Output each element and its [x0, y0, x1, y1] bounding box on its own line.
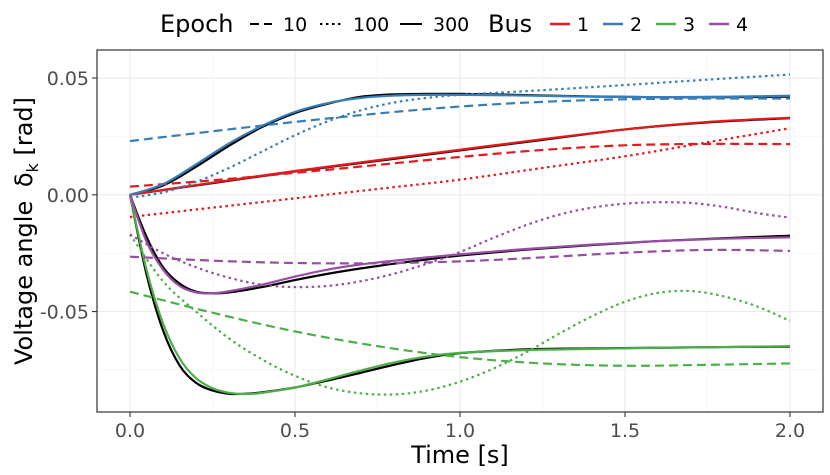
- x-tick-label: 2.0: [775, 420, 805, 442]
- x-tick-label: 1.5: [610, 420, 640, 442]
- series-line-bus-1-epoch-300: [129, 116, 791, 196]
- y-axis-title-symbol: δ: [10, 172, 38, 187]
- series-line-bus-2-epoch-300: [129, 93, 791, 196]
- x-tick-label: 0.0: [115, 420, 145, 442]
- axis-ticks: 0.0 0.5 1.0 1.5 2.0 -0.05 0.00 0.05: [40, 68, 805, 442]
- series-line-bus-3-epoch-100: [129, 233, 791, 396]
- series-layer: [128, 73, 791, 396]
- series-line-bus-3-epoch-10: [129, 290, 791, 367]
- grid: [97, 50, 823, 412]
- series-line-bus-2-epoch-10: [129, 97, 791, 143]
- legend-bus-label: 2: [630, 14, 642, 36]
- series-line-bus-2-epoch-100: [129, 73, 791, 199]
- y-axis-title: Voltage angle δk [rad]: [10, 97, 44, 365]
- legend-bus-label: 1: [577, 14, 589, 36]
- legend-bus-label: 3: [683, 14, 695, 36]
- legend-bus-title: Bus: [488, 10, 532, 38]
- series-line-bus-4-epoch-300: [128, 194, 791, 295]
- x-axis-title: Time [s]: [410, 441, 509, 469]
- series-line-bus-1-epoch-10: [129, 142, 791, 188]
- legend-epoch-label: 10: [283, 14, 307, 36]
- legend-epoch-label: 300: [433, 14, 469, 36]
- legend-epoch-title: Epoch: [160, 10, 234, 38]
- x-tick-label: 1.0: [445, 420, 475, 442]
- y-tick-label: 0.00: [47, 185, 89, 207]
- y-axis-title-unit: [rad]: [10, 97, 38, 156]
- y-axis-title-text: Voltage angle: [10, 201, 38, 365]
- y-tick-label: -0.05: [40, 302, 89, 324]
- y-axis-title-subscript: k: [23, 162, 42, 172]
- series-line-bus-4-epoch-10: [129, 248, 791, 265]
- series-line-bus-3-epoch-300: [128, 194, 791, 396]
- legend-epoch-label: 100: [353, 14, 389, 36]
- legend: Epoch Bus 10 100 300 1 2 3 4: [160, 10, 748, 38]
- legend-bus-label: 4: [736, 14, 748, 36]
- y-tick-label: 0.05: [47, 68, 89, 90]
- x-tick-label: 0.5: [280, 420, 310, 442]
- series-line-bus-1-epoch-100: [129, 127, 791, 219]
